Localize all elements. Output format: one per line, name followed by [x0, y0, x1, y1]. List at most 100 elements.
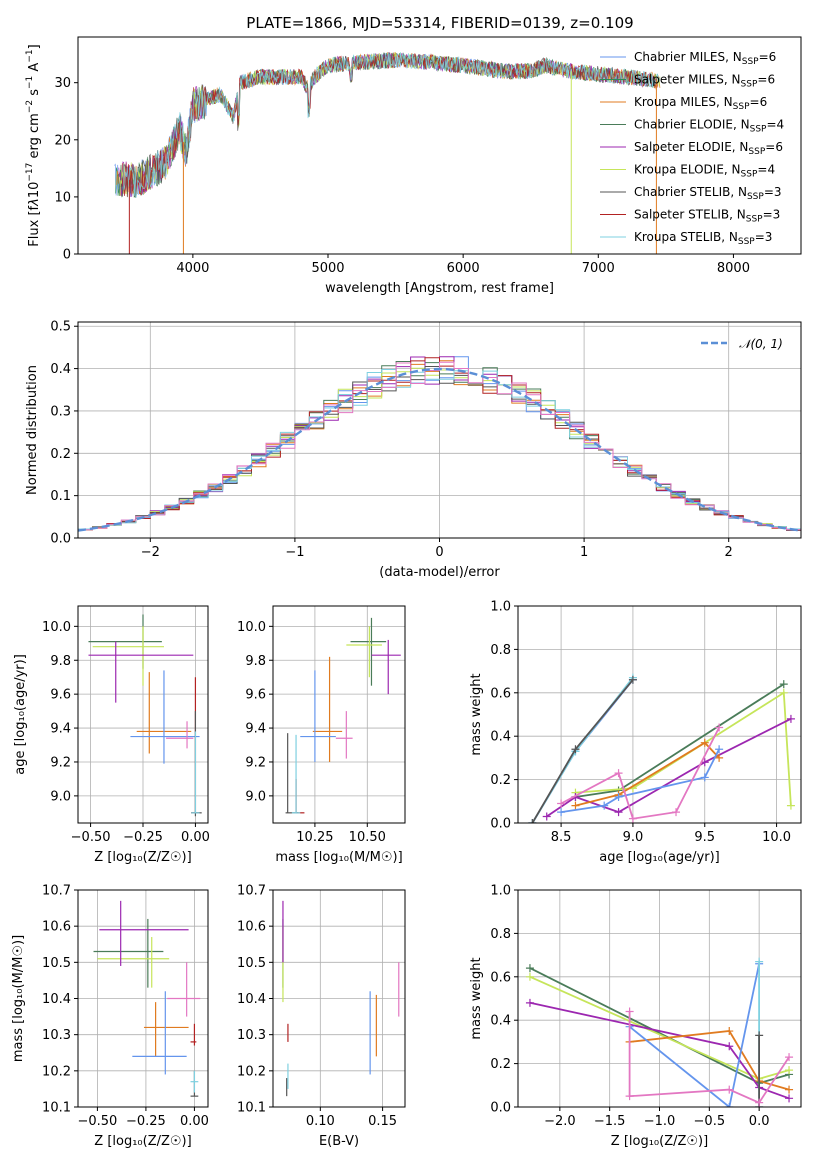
axes-frame — [517, 605, 802, 824]
weight-marker — [672, 808, 681, 817]
y-tick-label: 9.4 — [245, 722, 266, 737]
x-tick-label: 8.5 — [551, 830, 572, 845]
x-tick-label: 9.5 — [694, 830, 715, 845]
weight-marker — [786, 801, 795, 810]
x-axis-label: Z [log₁₀(Z/Z☉)] — [94, 850, 191, 865]
x-axis-label: E(B-V) — [319, 1134, 359, 1149]
plot-area — [78, 356, 801, 538]
y-tick-label: 10.7 — [42, 884, 71, 899]
y-tick-label: 0.1 — [50, 489, 71, 504]
y-tick-label: 10.5 — [237, 956, 266, 971]
weight-vs-metallicity-panel: −2.0 −1.5 −1.0 −0.5 0.0 0.0 0.2 0.4 0.6 0.8 1.0 Z [… — [469, 884, 802, 1149]
plot-area — [285, 617, 401, 814]
grid-lines — [273, 889, 405, 1108]
plot-area — [528, 673, 795, 823]
y-tick-label: 10.2 — [237, 1064, 266, 1079]
y-tick-label: 0.4 — [490, 730, 511, 745]
weight-line — [575, 691, 792, 806]
weight-marker — [557, 808, 566, 817]
y-tick-label: 1.0 — [490, 600, 511, 615]
legend-label: Chabrier ELODIE, NSSP=4 — [634, 118, 784, 135]
y-tick-label: 10.5 — [42, 956, 71, 971]
weight-marker — [785, 1094, 794, 1103]
x-tick-label: 10.25 — [296, 830, 333, 845]
weight-line — [546, 717, 792, 818]
spectrum-line — [122, 52, 661, 198]
weight-marker — [715, 745, 724, 754]
y-tick-label: 1.0 — [490, 884, 511, 899]
y-tick-label: 9.8 — [50, 654, 71, 669]
plot-area — [93, 900, 201, 1097]
legend-label: Salpeter ELODIE, NSSP=6 — [634, 140, 783, 157]
y-tick-label: 0.2 — [490, 773, 511, 788]
y-tick-label: 0.2 — [490, 1057, 511, 1072]
x-axis-label: mass [log₁₀(M/M☉)] — [275, 850, 402, 865]
weight-marker — [725, 1042, 734, 1051]
weight-marker — [755, 957, 764, 966]
figure-title: PLATE=1866, MJD=53314, FIBERID=0139, z=0… — [246, 14, 633, 32]
legend-label: Salpeter MILES, NSSP=6 — [634, 73, 775, 90]
y-tick-label: 0.0 — [490, 1101, 511, 1116]
weight-marker — [786, 714, 795, 723]
y-tick-label: 0.3 — [50, 404, 71, 419]
y-tick-label: 0.2 — [50, 447, 71, 462]
weight-line — [629, 963, 760, 1107]
weight-marker — [525, 972, 534, 981]
x-axis-label: Z [log₁₀(Z/Z☉)] — [611, 1134, 708, 1149]
weight-marker — [625, 1007, 634, 1016]
x-tick-label: −0.50 — [77, 1114, 117, 1129]
plot-area — [525, 957, 794, 1107]
normal-curve — [78, 367, 801, 532]
y-tick-label: 10.2 — [42, 1064, 71, 1079]
x-tick-label: −1 — [285, 545, 304, 560]
weight-marker — [785, 1085, 794, 1094]
weight-marker — [785, 1053, 794, 1062]
y-tick-label: 10.7 — [237, 884, 266, 899]
weight-marker — [571, 745, 580, 754]
legend-label: Kroupa MILES, NSSP=6 — [634, 95, 767, 112]
y-tick-label: 10.1 — [237, 1101, 266, 1116]
y-tick-label: 9.6 — [245, 688, 266, 703]
y-tick-label: 10 — [54, 190, 71, 205]
legend-label: Chabrier STELIB, NSSP=3 — [634, 185, 782, 202]
plot-area — [88, 614, 202, 817]
mass-vs-metallicity-panel: −0.50 −0.25 0.00 10.1 10.2 10.3 10.4 10.5 10.6 10… — [11, 884, 209, 1150]
x-tick-label: −1.0 — [644, 1114, 676, 1129]
weight-marker — [525, 998, 534, 1007]
y-axis-label: Flux [fλ10−17 erg cm−2 s−1 A−1] — [25, 44, 42, 246]
plot-area — [282, 900, 400, 1097]
y-tick-label: 0.4 — [50, 362, 71, 377]
x-tick-label: 0 — [435, 545, 443, 560]
x-tick-label: 5000 — [311, 261, 344, 276]
y-tick-label: 10.1 — [42, 1101, 71, 1116]
weight-marker — [628, 814, 637, 823]
weight-line — [531, 679, 634, 823]
x-tick-label: 6000 — [447, 261, 480, 276]
y-tick-label: 0.0 — [490, 817, 511, 832]
legend-label: Kroupa STELIB, NSSP=3 — [634, 230, 772, 247]
histogram-series — [78, 361, 801, 538]
x-tick-label: 0.10 — [306, 1114, 335, 1129]
y-tick-label: 0.8 — [490, 643, 511, 658]
y-tick-label: 30 — [54, 76, 71, 91]
weight-marker — [571, 801, 580, 810]
y-tick-label: 10.6 — [237, 920, 266, 935]
y-tick-label: 10.4 — [237, 992, 266, 1007]
weight-marker — [700, 773, 709, 782]
y-tick-label: 0.4 — [490, 1014, 511, 1029]
spectrum-line — [120, 52, 655, 198]
x-tick-label: 10.0 — [762, 830, 791, 845]
weight-marker — [725, 1027, 734, 1036]
axes-frame — [77, 36, 802, 255]
weight-line — [575, 741, 720, 807]
y-tick-label: 9.8 — [245, 654, 266, 669]
y-tick-label: 9.2 — [245, 755, 266, 770]
y-axis-label: mass [log₁₀(M/M☉)] — [11, 935, 26, 1062]
x-tick-label: 0.0 — [749, 1114, 770, 1129]
weight-marker — [525, 964, 534, 973]
x-tick-label: −0.25 — [126, 1114, 166, 1129]
y-tick-label: 0.6 — [490, 686, 511, 701]
y-tick-label: 0.0 — [50, 532, 71, 547]
y-tick-label: 10.0 — [42, 620, 71, 635]
